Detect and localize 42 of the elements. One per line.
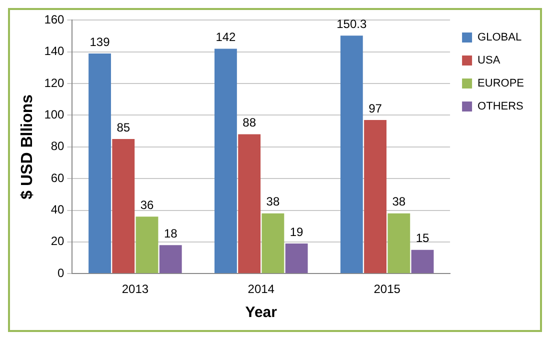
data-label: 18: [164, 226, 178, 240]
legend-label: USA: [478, 54, 501, 67]
data-label: 85: [116, 120, 130, 134]
data-label: 15: [416, 231, 430, 246]
y-tick-label: 160: [44, 12, 65, 27]
data-label: 150.3: [336, 16, 367, 31]
bar: [340, 36, 363, 274]
bar: [88, 53, 111, 274]
y-tick-label: 40: [50, 202, 65, 217]
legend-label: EUROPE: [478, 78, 524, 90]
x-tick-label: 2014: [248, 282, 275, 296]
y-tick-label: 100: [44, 108, 65, 122]
bar: [159, 245, 182, 274]
data-label: 142: [216, 30, 236, 44]
bar: [411, 250, 434, 274]
y-tick-label: 60: [50, 170, 65, 185]
data-label: 19: [290, 224, 304, 239]
data-label: 139: [90, 34, 110, 49]
data-label: 97: [368, 101, 382, 116]
x-tick-label: 2015: [374, 282, 401, 296]
bar: [136, 216, 158, 274]
x-tick-label: 2013: [122, 282, 149, 296]
legend-label: OTHERS: [478, 100, 524, 113]
y-tick-label: 80: [50, 139, 65, 154]
data-label: 38: [392, 194, 406, 209]
y-axis-title: $ USD Bllions: [19, 94, 36, 200]
bar: [214, 48, 237, 274]
x-axis-title: Year: [245, 304, 278, 322]
y-tick-label: 140: [44, 44, 65, 58]
data-label: 88: [242, 116, 256, 130]
y-tick-label: 120: [44, 76, 65, 90]
bar: [262, 213, 284, 274]
data-label: 38: [266, 194, 280, 209]
legend-label: GLOBAL: [478, 32, 522, 44]
y-tick-label: 20: [50, 234, 65, 248]
bar: [112, 138, 135, 274]
bar: [238, 134, 261, 274]
data-label: 36: [140, 198, 154, 212]
bar: [364, 120, 386, 274]
bar: [285, 244, 308, 274]
bar: [388, 213, 410, 274]
y-tick-label: 0: [58, 266, 65, 280]
